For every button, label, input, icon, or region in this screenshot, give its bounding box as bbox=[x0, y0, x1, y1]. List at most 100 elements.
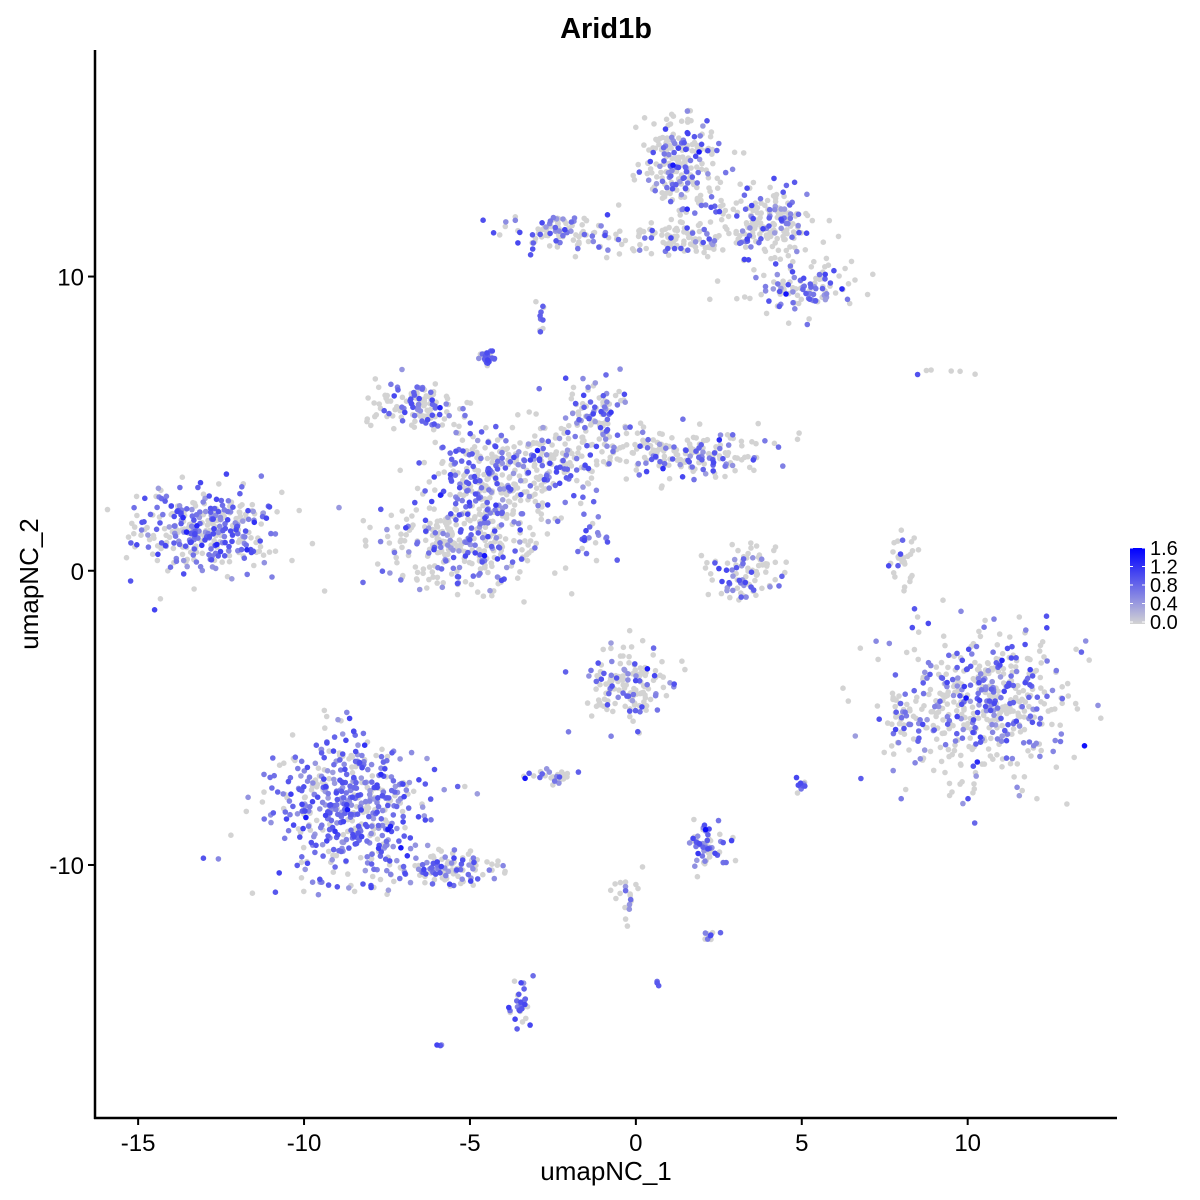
cell-point bbox=[362, 779, 368, 786]
cell-point bbox=[785, 252, 792, 259]
cell-point bbox=[954, 713, 960, 720]
cell-point bbox=[848, 258, 855, 265]
cell-point bbox=[445, 551, 451, 558]
cell-point bbox=[696, 421, 703, 427]
cell-point bbox=[522, 1001, 528, 1008]
legend-tick-label: 0.4 bbox=[1150, 594, 1178, 616]
cell-point bbox=[958, 752, 964, 759]
cell-point bbox=[518, 999, 524, 1005]
cell-point bbox=[343, 737, 349, 744]
cell-point bbox=[643, 703, 650, 709]
cell-point bbox=[565, 429, 571, 436]
cell-point bbox=[766, 298, 772, 304]
cell-point bbox=[385, 802, 391, 809]
cell-point bbox=[396, 838, 402, 844]
cell-point bbox=[443, 872, 449, 879]
cell-point bbox=[346, 715, 353, 722]
cell-point bbox=[434, 859, 441, 865]
cell-point bbox=[225, 498, 232, 504]
cell-point bbox=[767, 229, 773, 236]
cell-point bbox=[511, 454, 517, 461]
cell-point bbox=[155, 551, 161, 558]
cell-point bbox=[324, 768, 331, 774]
cell-point bbox=[462, 783, 468, 790]
cell-point bbox=[226, 548, 232, 554]
cell-point bbox=[762, 283, 769, 290]
cell-point bbox=[806, 316, 812, 322]
cell-point bbox=[471, 535, 477, 542]
cell-point bbox=[287, 811, 293, 818]
cell-point bbox=[724, 432, 731, 438]
cell-point bbox=[705, 846, 711, 852]
cell-point bbox=[1086, 657, 1092, 663]
cell-point bbox=[1022, 679, 1028, 686]
cell-point bbox=[975, 715, 982, 721]
cell-point bbox=[251, 562, 257, 569]
cell-point bbox=[943, 671, 949, 677]
cell-point bbox=[663, 445, 669, 452]
cell-point bbox=[562, 499, 568, 506]
cell-point bbox=[562, 226, 568, 233]
cell-point bbox=[337, 767, 344, 773]
cell-point bbox=[673, 181, 679, 188]
cell-point bbox=[403, 516, 410, 523]
cell-point bbox=[1008, 655, 1015, 661]
cell-point bbox=[616, 388, 622, 395]
cell-point bbox=[326, 748, 333, 754]
cell-point bbox=[567, 473, 574, 479]
cell-point bbox=[426, 564, 433, 570]
cell-point bbox=[748, 569, 755, 575]
cell-point bbox=[1050, 748, 1056, 755]
cell-point bbox=[409, 513, 415, 519]
cell-point bbox=[366, 813, 372, 820]
cell-point bbox=[902, 709, 908, 715]
cell-point bbox=[222, 521, 228, 527]
cell-point bbox=[700, 466, 706, 473]
cell-point bbox=[179, 551, 186, 558]
cell-point bbox=[498, 432, 505, 439]
cell-point bbox=[332, 864, 338, 870]
cell-point bbox=[890, 730, 897, 737]
cell-point bbox=[635, 161, 641, 168]
cell-point bbox=[942, 741, 949, 748]
cell-point bbox=[911, 646, 918, 653]
cell-point bbox=[610, 708, 616, 715]
cell-point bbox=[301, 784, 307, 790]
cell-point bbox=[573, 467, 580, 473]
cell-point bbox=[586, 415, 592, 422]
cell-point bbox=[653, 180, 660, 187]
cell-point bbox=[681, 175, 687, 181]
cell-point bbox=[1071, 754, 1077, 761]
cell-point bbox=[969, 704, 976, 710]
cell-point bbox=[976, 663, 983, 669]
cell-point bbox=[533, 540, 539, 547]
cell-point bbox=[745, 550, 751, 557]
cell-point bbox=[565, 435, 572, 442]
cell-point bbox=[637, 443, 643, 450]
cell-point bbox=[421, 866, 427, 873]
cell-point bbox=[874, 703, 881, 709]
cell-point bbox=[519, 547, 525, 553]
cell-point bbox=[382, 766, 388, 772]
cell-point bbox=[362, 821, 369, 828]
cell-point bbox=[679, 154, 686, 160]
cell-point bbox=[607, 454, 613, 461]
cell-point bbox=[911, 535, 917, 541]
cell-point bbox=[193, 512, 200, 518]
cell-point bbox=[416, 460, 422, 466]
cell-point bbox=[377, 853, 384, 859]
cell-point bbox=[724, 560, 731, 566]
cell-point bbox=[398, 531, 404, 537]
cell-point bbox=[562, 441, 568, 447]
cell-point bbox=[632, 441, 638, 448]
cell-point bbox=[147, 511, 154, 518]
cell-point bbox=[525, 441, 532, 447]
cell-point bbox=[222, 539, 228, 546]
cell-point bbox=[219, 502, 226, 509]
cell-point bbox=[771, 221, 778, 228]
cell-point bbox=[629, 697, 636, 704]
cell-point bbox=[179, 474, 186, 481]
cell-point bbox=[946, 753, 952, 760]
cell-point bbox=[411, 412, 418, 419]
cell-point bbox=[379, 792, 386, 799]
